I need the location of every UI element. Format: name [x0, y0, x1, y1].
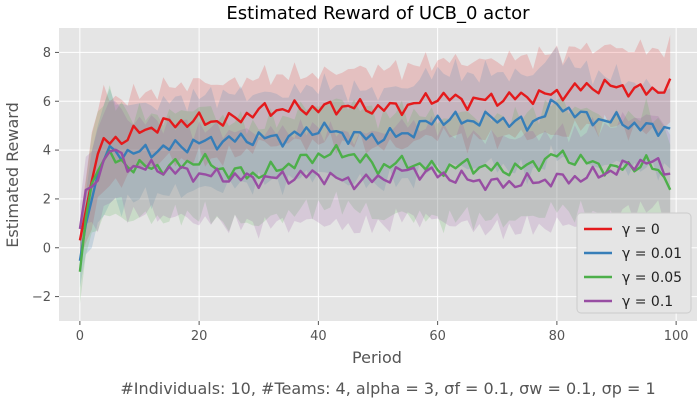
y-tick-label: 4 [43, 144, 51, 159]
x-tick-label: 20 [191, 329, 208, 344]
series-band [79, 35, 671, 260]
parameter-caption: #Individuals: 10, #Teams: 4, alpha = 3, … [120, 379, 655, 398]
series-line [78, 148, 671, 230]
x-tick-label: 0 [76, 329, 84, 344]
x-tick-label: 60 [429, 329, 446, 344]
x-tick-label: 100 [664, 329, 689, 344]
x-tick-label: 80 [549, 329, 566, 344]
y-tick-label: 8 [43, 46, 51, 61]
series-line [78, 78, 672, 241]
legend-label: γ = 0 [622, 222, 660, 238]
series-lines [78, 78, 672, 272]
legend-box [576, 212, 692, 314]
series-line [78, 98, 671, 261]
legend-label: γ = 0.05 [622, 270, 682, 286]
x-axis-label: Period [352, 348, 402, 367]
series-line [78, 143, 672, 272]
x-axis-ticks: 0 20 40 60 80 100 [76, 321, 689, 344]
y-tick-label: 6 [43, 95, 51, 110]
legend-label: γ = 0.1 [622, 294, 673, 310]
y-axis-ticks: −2 0 2 4 6 8 [32, 46, 59, 305]
legend: γ = 0 γ = 0.01 γ = 0.05 γ = 0.1 [576, 212, 692, 314]
x-tick-label: 40 [310, 329, 327, 344]
y-axis-label: Estimated Reward [3, 102, 22, 248]
series-band [79, 85, 671, 305]
legend-label: γ = 0.01 [622, 246, 682, 262]
y-tick-label: 2 [43, 192, 51, 207]
y-tick-label: −2 [32, 290, 51, 305]
chart-title: Estimated Reward of UCB_0 actor [226, 3, 530, 24]
y-tick-label: 0 [43, 241, 51, 256]
